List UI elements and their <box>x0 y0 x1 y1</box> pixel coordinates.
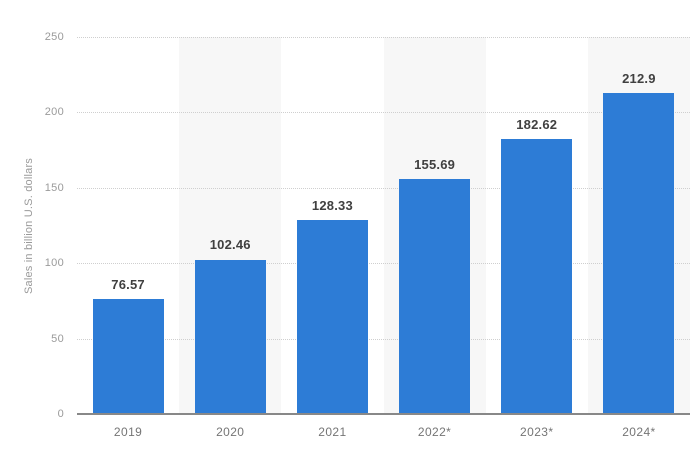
x-axis-line <box>77 413 690 415</box>
value-label-2019: 76.57 <box>111 276 145 292</box>
gridline-50 <box>77 338 690 340</box>
value-label-2024*: 212.9 <box>622 70 656 86</box>
y-tick-label-250: 250 <box>44 31 64 43</box>
y-tick-label-0: 0 <box>57 408 64 420</box>
gridline-100 <box>77 263 690 265</box>
plot-area: 76.57 102.46 128.33 155.69 182.62 212.9 <box>77 37 690 415</box>
x-tick-label-2021: 2021 <box>318 425 347 439</box>
bar-2021 <box>296 220 368 414</box>
value-label-2023*: 182.62 <box>516 116 558 132</box>
value-label-2020: 102.46 <box>209 237 251 253</box>
bar-2020 <box>194 259 266 414</box>
bar-2023* <box>501 138 573 414</box>
y-tick-label-50: 50 <box>51 332 64 345</box>
x-tick-label-2022*: 2022* <box>417 425 452 439</box>
y-tick-label-100: 100 <box>44 257 64 270</box>
value-label-2021: 128.33 <box>311 198 353 214</box>
bar-2019 <box>92 298 164 414</box>
gridline-150 <box>77 187 690 189</box>
y-tick-label-200: 200 <box>44 106 64 119</box>
bar-2024* <box>603 92 675 414</box>
gridline-200 <box>77 112 690 114</box>
y-tick-label-150: 150 <box>44 181 64 194</box>
x-tick-label-2024*: 2024* <box>622 425 656 439</box>
x-tick-label-2019: 2019 <box>113 425 143 439</box>
x-tick-label-2023*: 2023* <box>520 425 554 439</box>
value-label-2022*: 155.69 <box>414 157 456 173</box>
x-tick-label-2020: 2020 <box>216 425 245 439</box>
bar-2022* <box>399 179 471 414</box>
gridline-250 <box>77 37 690 38</box>
